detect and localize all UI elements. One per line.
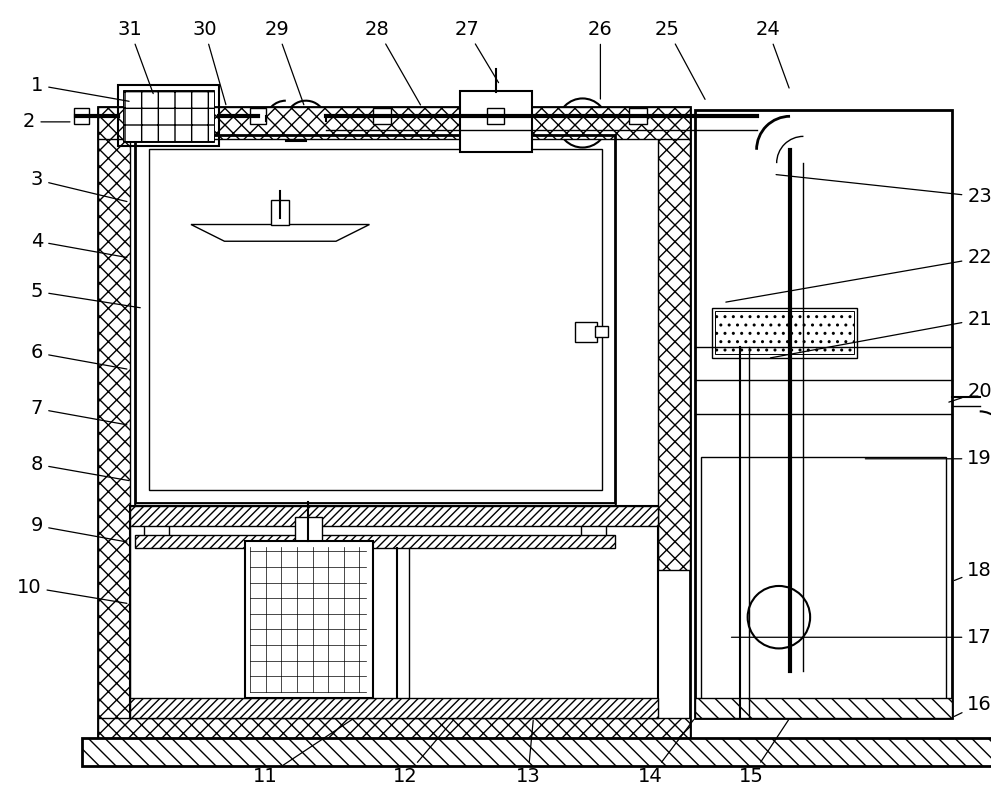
Bar xyxy=(575,322,597,342)
Text: 23: 23 xyxy=(776,175,992,206)
Bar xyxy=(295,517,322,542)
Bar xyxy=(245,542,373,697)
Text: 13: 13 xyxy=(516,721,540,786)
Bar xyxy=(130,505,658,717)
Text: 25: 25 xyxy=(655,20,705,99)
Bar xyxy=(98,107,130,737)
Polygon shape xyxy=(191,225,369,241)
Bar xyxy=(74,109,89,124)
Text: 26: 26 xyxy=(588,20,613,99)
Bar xyxy=(581,523,606,537)
Bar xyxy=(130,505,658,526)
Bar xyxy=(712,308,857,358)
Text: 10: 10 xyxy=(17,578,127,604)
Bar xyxy=(135,135,615,504)
Bar xyxy=(144,523,169,537)
Text: 16: 16 xyxy=(954,695,992,717)
Bar xyxy=(695,110,952,717)
Text: 8: 8 xyxy=(31,455,129,480)
Text: 31: 31 xyxy=(117,20,153,93)
Bar xyxy=(250,109,266,124)
Text: 9: 9 xyxy=(31,516,127,542)
Bar xyxy=(130,697,658,717)
Bar xyxy=(701,457,946,712)
Text: 2: 2 xyxy=(23,112,70,131)
Text: 20: 20 xyxy=(949,382,992,402)
Bar xyxy=(98,107,690,139)
Text: 30: 30 xyxy=(192,20,226,105)
Circle shape xyxy=(748,586,810,649)
Text: 4: 4 xyxy=(31,232,127,257)
Bar xyxy=(695,697,952,717)
Text: 15: 15 xyxy=(739,720,789,786)
Text: 17: 17 xyxy=(731,628,992,646)
Text: 28: 28 xyxy=(365,20,421,105)
Bar xyxy=(135,504,615,523)
Circle shape xyxy=(558,98,607,147)
Text: 3: 3 xyxy=(31,170,127,202)
Bar xyxy=(460,90,532,152)
Bar xyxy=(82,737,1000,766)
Text: 27: 27 xyxy=(454,20,499,83)
Bar xyxy=(373,109,391,124)
Bar xyxy=(658,107,690,571)
Text: 1: 1 xyxy=(31,76,129,102)
Text: 14: 14 xyxy=(638,720,694,786)
Text: 11: 11 xyxy=(253,719,353,786)
Text: 7: 7 xyxy=(31,399,127,425)
Text: 21: 21 xyxy=(770,310,992,358)
Bar xyxy=(149,148,602,490)
Bar xyxy=(123,89,214,142)
Text: 22: 22 xyxy=(726,248,992,302)
Text: 18: 18 xyxy=(954,561,992,580)
Text: 19: 19 xyxy=(865,449,992,468)
Bar xyxy=(629,109,647,124)
Bar xyxy=(98,717,690,737)
Bar xyxy=(135,534,615,548)
Bar xyxy=(271,200,289,225)
Bar xyxy=(487,109,504,124)
Bar xyxy=(118,85,219,147)
Bar xyxy=(595,326,608,337)
Text: 6: 6 xyxy=(31,343,127,369)
Bar xyxy=(98,107,690,737)
Bar xyxy=(715,311,854,355)
Text: 29: 29 xyxy=(265,20,304,105)
Text: 12: 12 xyxy=(393,720,454,786)
Text: 24: 24 xyxy=(755,20,789,88)
Text: 5: 5 xyxy=(31,282,140,308)
